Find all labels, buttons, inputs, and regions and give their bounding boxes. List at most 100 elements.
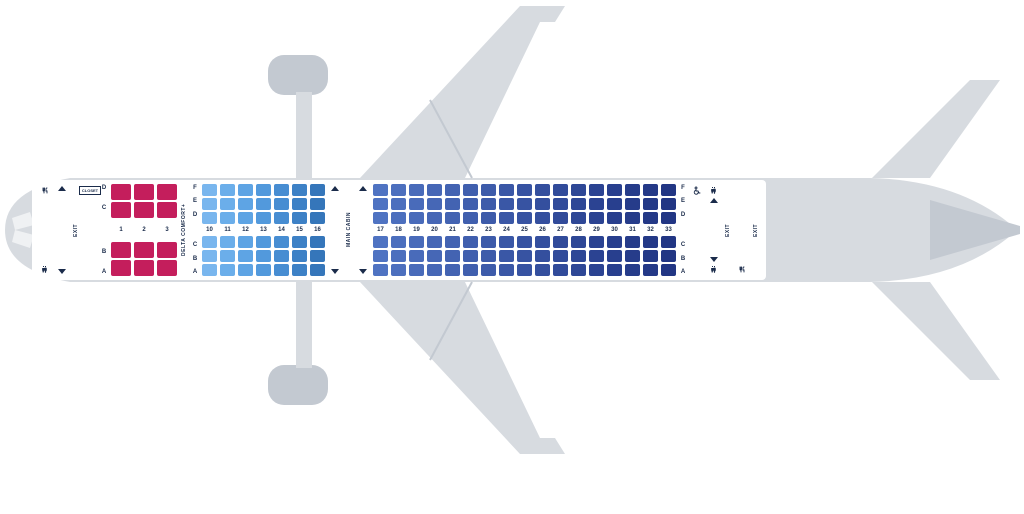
seat[interactable] (607, 184, 622, 196)
seat[interactable] (274, 250, 289, 262)
seat[interactable] (661, 184, 676, 196)
seat[interactable] (445, 264, 460, 276)
seat[interactable] (553, 250, 568, 262)
seat[interactable] (481, 236, 496, 248)
seat[interactable] (553, 264, 568, 276)
seat[interactable] (391, 184, 406, 196)
seat[interactable] (310, 236, 325, 248)
seat[interactable] (373, 250, 388, 262)
seat[interactable] (292, 264, 307, 276)
seat[interactable] (409, 264, 424, 276)
seat[interactable] (256, 212, 271, 224)
seat[interactable] (463, 250, 478, 262)
seat[interactable] (391, 198, 406, 210)
seat[interactable] (463, 184, 478, 196)
seat[interactable] (427, 198, 442, 210)
seat[interactable] (310, 198, 325, 210)
seat[interactable] (481, 184, 496, 196)
seat[interactable] (238, 264, 253, 276)
seat[interactable] (256, 250, 271, 262)
seat[interactable] (589, 264, 604, 276)
seat[interactable] (220, 212, 235, 224)
seat[interactable] (571, 198, 586, 210)
seat[interactable] (157, 184, 177, 200)
seat[interactable] (256, 236, 271, 248)
seat[interactable] (445, 212, 460, 224)
seat[interactable] (625, 236, 640, 248)
seat[interactable] (202, 212, 217, 224)
seat[interactable] (391, 212, 406, 224)
seat[interactable] (409, 250, 424, 262)
seat[interactable] (274, 236, 289, 248)
seat[interactable] (202, 250, 217, 262)
seat[interactable] (202, 184, 217, 196)
seat[interactable] (625, 184, 640, 196)
seat[interactable] (238, 212, 253, 224)
seat[interactable] (134, 202, 154, 218)
seat[interactable] (134, 242, 154, 258)
seat[interactable] (535, 212, 550, 224)
seat[interactable] (274, 198, 289, 210)
seat[interactable] (310, 264, 325, 276)
seat[interactable] (256, 184, 271, 196)
seat[interactable] (643, 184, 658, 196)
seat[interactable] (274, 212, 289, 224)
seat[interactable] (391, 250, 406, 262)
seat[interactable] (607, 250, 622, 262)
seat[interactable] (517, 212, 532, 224)
seat[interactable] (220, 264, 235, 276)
seat[interactable] (517, 250, 532, 262)
seat[interactable] (373, 198, 388, 210)
seat[interactable] (571, 236, 586, 248)
seat[interactable] (445, 198, 460, 210)
seat[interactable] (238, 236, 253, 248)
seat[interactable] (553, 236, 568, 248)
seat[interactable] (535, 184, 550, 196)
seat[interactable] (661, 264, 676, 276)
seat[interactable] (427, 184, 442, 196)
seat[interactable] (391, 236, 406, 248)
seat[interactable] (607, 198, 622, 210)
seat[interactable] (238, 250, 253, 262)
seat[interactable] (445, 184, 460, 196)
seat[interactable] (625, 264, 640, 276)
seat[interactable] (571, 212, 586, 224)
seat[interactable] (202, 264, 217, 276)
seat[interactable] (445, 236, 460, 248)
seat[interactable] (202, 198, 217, 210)
seat[interactable] (571, 264, 586, 276)
seat[interactable] (274, 184, 289, 196)
seat[interactable] (481, 250, 496, 262)
seat[interactable] (256, 198, 271, 210)
seat[interactable] (499, 212, 514, 224)
seat[interactable] (517, 184, 532, 196)
seat[interactable] (373, 264, 388, 276)
seat[interactable] (391, 264, 406, 276)
seat[interactable] (589, 184, 604, 196)
seat[interactable] (373, 184, 388, 196)
seat[interactable] (463, 212, 478, 224)
seat[interactable] (535, 264, 550, 276)
seat[interactable] (463, 198, 478, 210)
seat[interactable] (157, 242, 177, 258)
seat[interactable] (661, 250, 676, 262)
seat[interactable] (481, 212, 496, 224)
seat[interactable] (499, 264, 514, 276)
seat[interactable] (535, 236, 550, 248)
seat[interactable] (292, 198, 307, 210)
seat[interactable] (625, 212, 640, 224)
seat[interactable] (481, 198, 496, 210)
seat[interactable] (202, 236, 217, 248)
seat[interactable] (292, 212, 307, 224)
seat[interactable] (553, 198, 568, 210)
seat[interactable] (427, 250, 442, 262)
seat[interactable] (373, 236, 388, 248)
seat[interactable] (220, 198, 235, 210)
seat[interactable] (409, 184, 424, 196)
seat[interactable] (661, 198, 676, 210)
seat[interactable] (427, 264, 442, 276)
seat[interactable] (409, 236, 424, 248)
seat[interactable] (427, 212, 442, 224)
seat[interactable] (111, 184, 131, 200)
seat[interactable] (625, 250, 640, 262)
